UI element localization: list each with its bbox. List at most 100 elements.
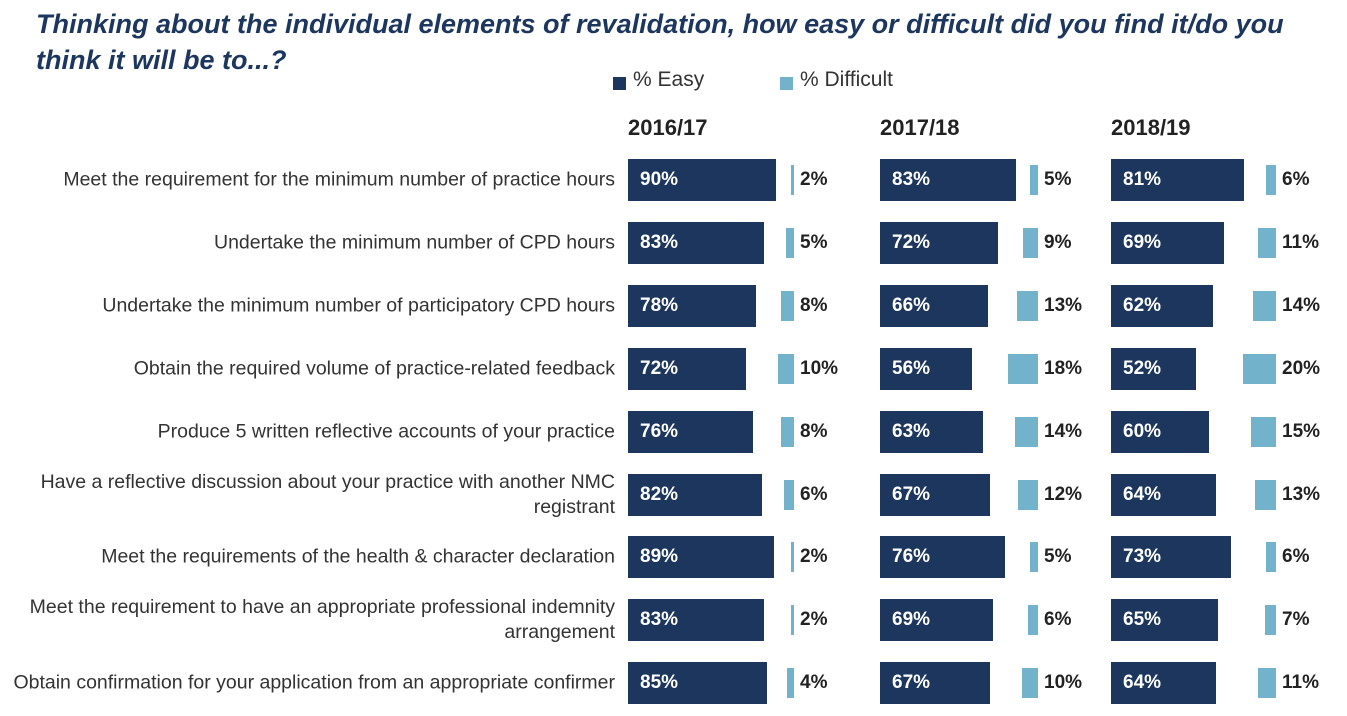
category-label: Meet the requirement for the minimum num… — [63, 168, 615, 191]
value-label: 81% — [1123, 169, 1162, 190]
value-label: 6% — [1044, 609, 1072, 631]
bar — [790, 165, 794, 195]
legend-swatch — [780, 77, 793, 90]
category-label: Undertake the minimum number of CPD hour… — [214, 231, 615, 254]
value-label: 64% — [1123, 672, 1162, 694]
bar — [1111, 284, 1213, 327]
bar — [1266, 542, 1276, 573]
value-label: 13% — [1282, 483, 1321, 505]
bar — [1029, 542, 1038, 573]
chart-title: Thinking about the individual elements o… — [36, 9, 1284, 75]
bar — [1111, 221, 1225, 264]
bar — [785, 227, 794, 258]
value-label: 12% — [1044, 483, 1083, 505]
bar — [880, 159, 1017, 201]
value-label: 5% — [1044, 169, 1072, 190]
bar — [1243, 353, 1276, 384]
category-label: Undertake the minimum number of particip… — [102, 294, 615, 317]
bar — [880, 473, 990, 516]
bar — [777, 353, 794, 384]
value-label: 83% — [892, 169, 931, 190]
panel-title: 2017/18 — [880, 115, 960, 140]
bar — [790, 605, 794, 636]
value-label: 14% — [1044, 420, 1083, 442]
bar — [1015, 416, 1038, 447]
bar — [1016, 290, 1038, 321]
bar — [1254, 479, 1276, 510]
bar — [1257, 668, 1276, 699]
category-label: Obtain the required volume of practice-r… — [133, 357, 615, 380]
bar — [1111, 473, 1216, 516]
panel-title: 2016/17 — [628, 115, 708, 140]
bar — [790, 542, 794, 573]
value-label: 64% — [1123, 483, 1162, 505]
value-label: 60% — [1123, 420, 1162, 442]
value-label: 83% — [640, 231, 679, 253]
category-label: Meet the requirements of the health & ch… — [101, 545, 615, 568]
value-label: 2% — [800, 169, 828, 190]
value-label: 10% — [800, 357, 839, 379]
bar — [1018, 479, 1038, 510]
value-label: 78% — [640, 294, 679, 316]
value-label: 7% — [1282, 609, 1310, 631]
value-label: 9% — [1044, 231, 1072, 253]
category-label: Produce 5 written reflective accounts of… — [157, 420, 615, 443]
bar — [628, 599, 765, 642]
bar — [1111, 159, 1244, 201]
value-label: 6% — [800, 483, 828, 505]
bar — [1111, 410, 1210, 453]
bar — [880, 599, 994, 642]
value-label: 66% — [892, 294, 931, 316]
value-label: 72% — [892, 231, 931, 253]
bar — [1257, 227, 1276, 258]
value-label: 6% — [1282, 546, 1310, 568]
bar — [880, 662, 990, 705]
bar — [1021, 668, 1038, 699]
value-label: 89% — [640, 546, 679, 568]
bar — [880, 410, 984, 453]
bar — [1253, 290, 1276, 321]
bar — [1266, 165, 1276, 195]
bar — [780, 290, 794, 321]
value-label: 2% — [800, 546, 828, 568]
bar — [1028, 605, 1038, 636]
value-label: 11% — [1282, 672, 1319, 694]
value-label: 20% — [1282, 357, 1321, 379]
category-label: Obtain confirmation for your application… — [13, 671, 615, 694]
bar — [1111, 347, 1197, 390]
category-label: Meet the requirement to have an appropri… — [29, 596, 615, 644]
value-label: 2% — [800, 609, 828, 631]
value-label: 13% — [1044, 294, 1083, 316]
panel-title: 2018/19 — [1111, 115, 1191, 140]
bar — [1029, 165, 1038, 195]
bar — [780, 416, 794, 447]
bar — [1111, 599, 1218, 642]
bar — [628, 473, 763, 516]
bar — [787, 668, 794, 699]
bar — [1111, 662, 1216, 705]
bar — [1023, 227, 1038, 258]
value-label: 72% — [640, 357, 679, 379]
value-label: 5% — [1044, 546, 1072, 568]
value-label: 8% — [800, 420, 828, 442]
value-label: 4% — [800, 672, 828, 694]
value-label: 65% — [1123, 609, 1162, 631]
value-label: 83% — [640, 609, 679, 631]
value-label: 18% — [1044, 357, 1083, 379]
value-label: 76% — [640, 420, 679, 442]
value-label: 6% — [1282, 169, 1310, 190]
category-label: Have a reflective discussion about your … — [40, 470, 615, 518]
value-label: 69% — [1123, 231, 1162, 253]
legend-label: % Easy — [633, 68, 705, 91]
value-label: 14% — [1282, 294, 1321, 316]
bar — [628, 662, 768, 705]
value-label: 90% — [640, 169, 679, 190]
bar — [880, 536, 1005, 579]
value-label: 52% — [1123, 357, 1162, 379]
value-label: 62% — [1123, 294, 1162, 316]
bar — [1111, 536, 1231, 579]
value-label: 63% — [892, 420, 931, 442]
value-label: 67% — [892, 483, 931, 505]
value-label: 69% — [892, 609, 931, 631]
bar — [880, 347, 972, 390]
